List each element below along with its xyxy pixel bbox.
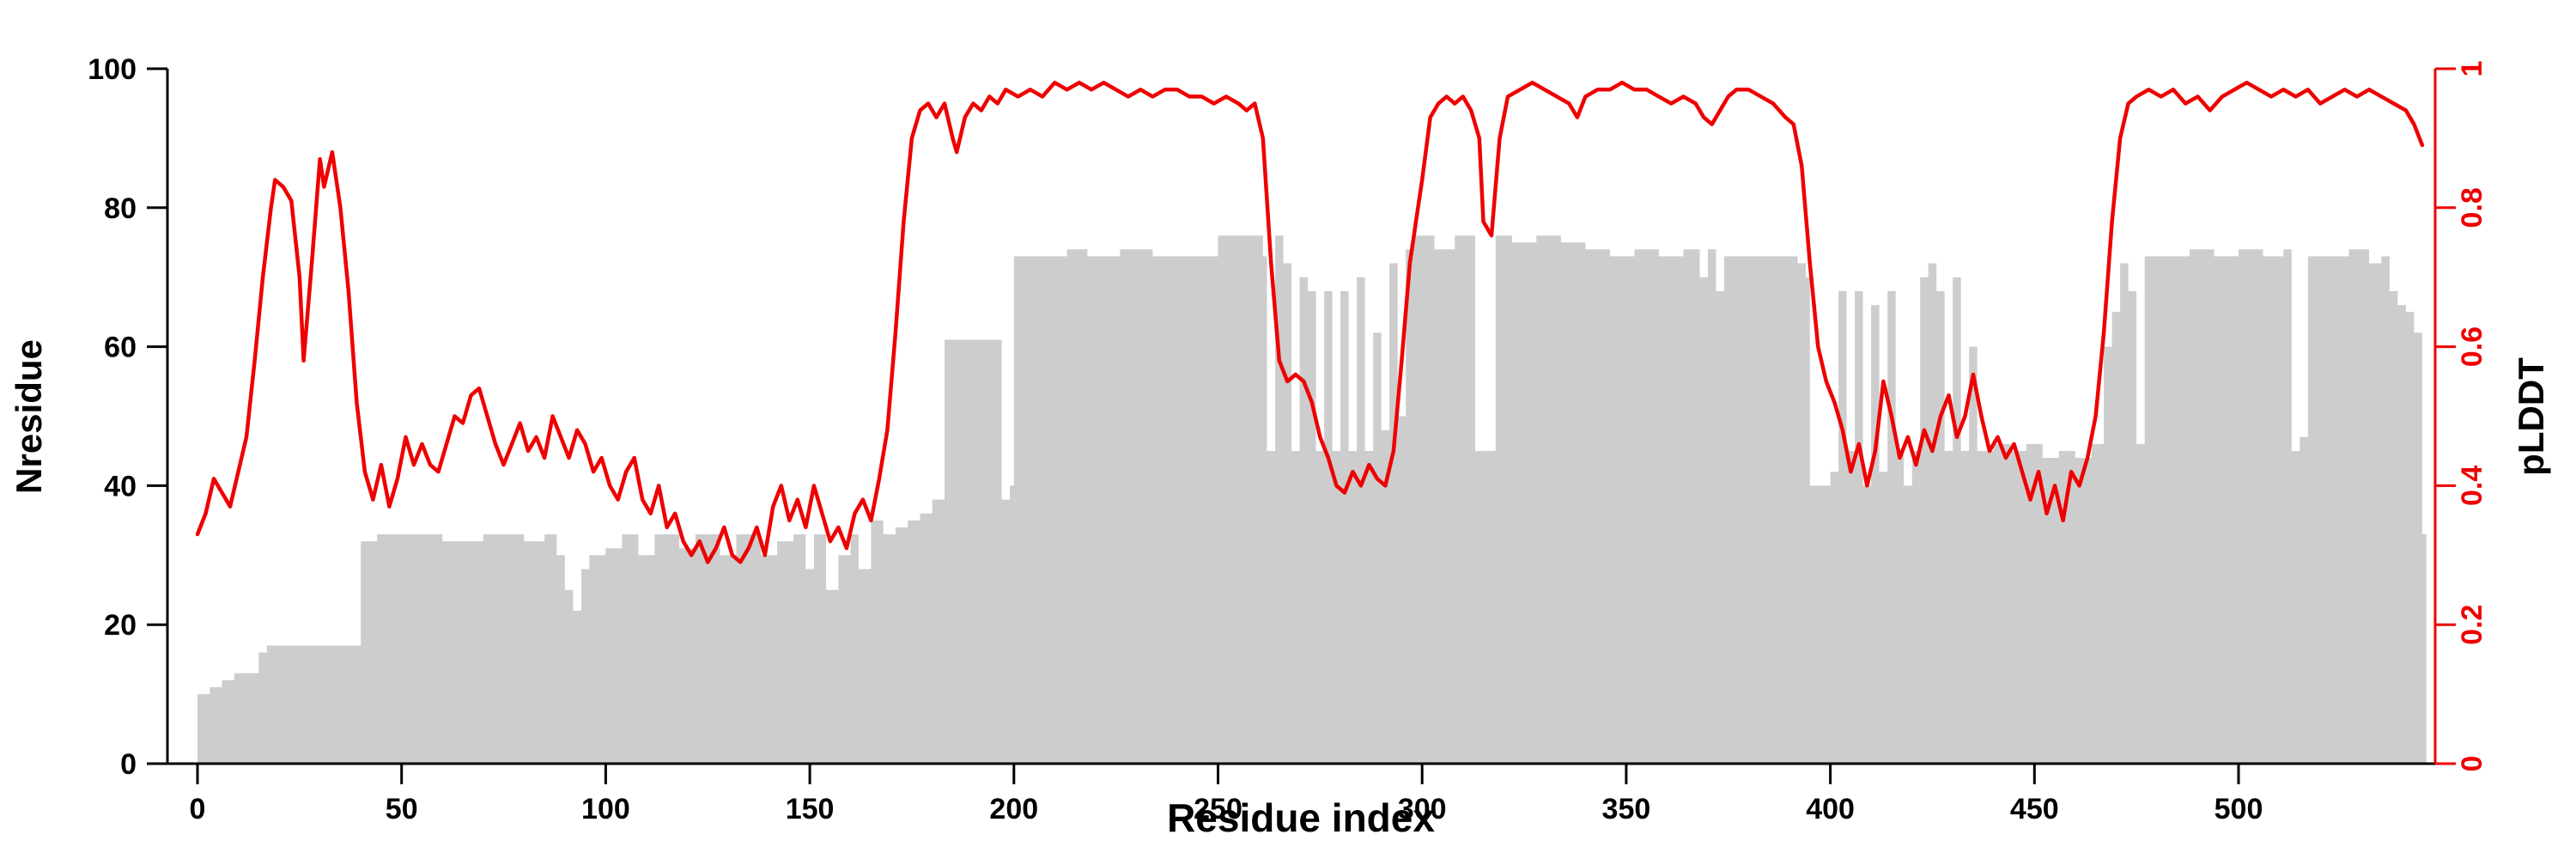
x-tick-label: 500	[2215, 793, 2263, 825]
x-axis-title: Residue index	[1167, 795, 1435, 840]
x-tick-label: 200	[989, 793, 1038, 825]
x-tick-label: 350	[1602, 793, 1651, 825]
x-tick-label: 450	[2010, 793, 2059, 825]
y-left-tick-label: 80	[104, 192, 137, 225]
y-left-tick-label: 0	[120, 748, 137, 781]
x-tick-label: 250	[1194, 793, 1242, 825]
y-right-tick-label: 0.8	[2456, 187, 2488, 228]
axes: 0 20 40 60 80 100 0 50 100 150 200 250 300 350 400 450 5…	[88, 53, 2488, 825]
x-tick-label: 150	[786, 793, 835, 825]
y-right-tick-label: 0.4	[2456, 466, 2488, 506]
y-right-tick-label: 0	[2456, 756, 2488, 772]
plddt-line-series	[195, 80, 2425, 564]
y-left-tick-label: 40	[104, 470, 137, 503]
y-left-axis-title: Nresidue	[9, 339, 49, 494]
y-left-tick-label: 60	[104, 332, 137, 364]
x-tick-label: 0	[190, 793, 206, 825]
x-tick-label: 100	[581, 793, 630, 825]
y-right-tick-label: 1	[2456, 61, 2488, 77]
y-right-tick-label: 0.6	[2456, 326, 2488, 367]
nresidue-area-series	[197, 235, 2427, 764]
y-right-tick-label: 0.2	[2456, 605, 2488, 645]
y-left-tick-label: 100	[88, 53, 137, 86]
y-right-axis-title: pLDDT	[2511, 357, 2551, 476]
x-tick-label: 400	[1806, 793, 1855, 825]
x-tick-label: 50	[386, 793, 418, 825]
y-left-tick-label: 20	[104, 609, 137, 642]
chart-layer: 0 20 40 60 80 100 0 50 100 150 200 250 300 350 400 450 5…	[88, 53, 2488, 825]
x-tick-label: 300	[1398, 793, 1447, 825]
